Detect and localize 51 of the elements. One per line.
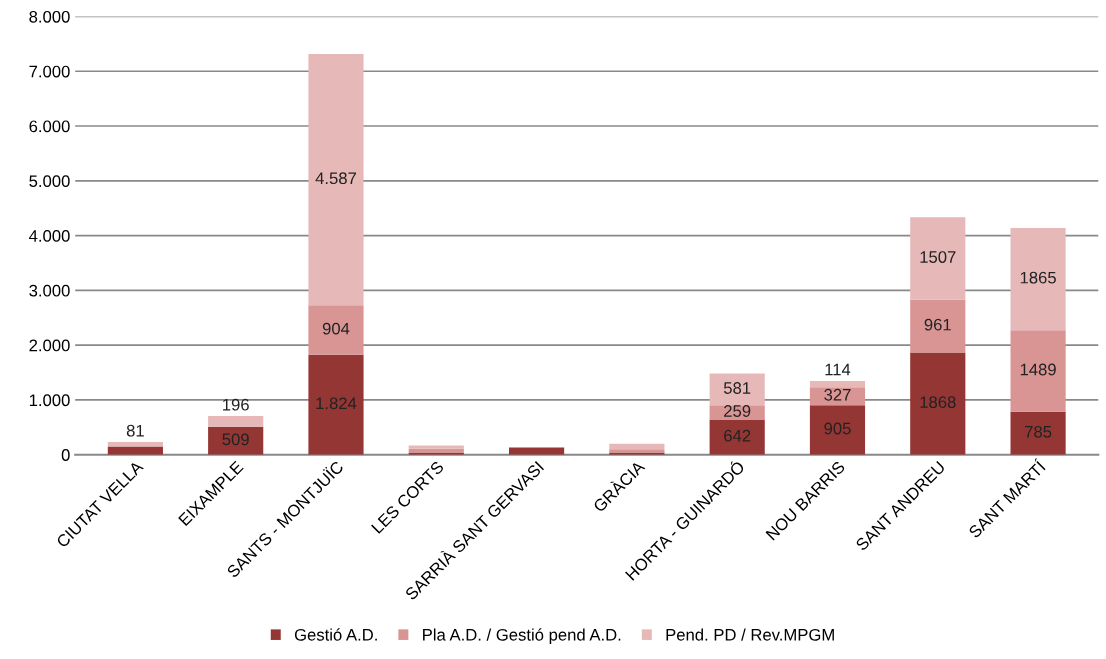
bar <box>208 416 264 427</box>
data-label: 904 <box>322 322 350 335</box>
bar <box>107 446 163 455</box>
bar <box>1010 330 1066 412</box>
data-label: 327 <box>824 388 851 401</box>
legend-label: Gestió A.D. <box>294 628 377 641</box>
data-label: 961 <box>924 318 951 331</box>
bar <box>308 54 364 306</box>
y-tick-label: 0 <box>61 449 70 461</box>
y-tick-label: 2.000 <box>29 339 70 352</box>
legend-label: Pend. PD / Rev.MPGM <box>666 628 834 641</box>
data-label: 259 <box>724 405 751 417</box>
data-label: 1.824 <box>316 397 357 410</box>
data-label: 509 <box>222 433 249 446</box>
data-label: 1489 <box>1020 363 1056 376</box>
bar <box>609 443 665 450</box>
y-tick-label: 5.000 <box>29 175 70 188</box>
y-tick-label: 8.000 <box>29 10 70 23</box>
bar <box>910 299 966 353</box>
y-tick-label: 3.000 <box>29 284 70 297</box>
bar <box>910 352 966 455</box>
bar <box>408 445 464 449</box>
data-label: 1868 <box>920 396 956 409</box>
data-label: 905 <box>824 422 851 435</box>
y-tick-label: 4.000 <box>29 229 70 242</box>
bar <box>1010 227 1066 331</box>
data-label: 1865 <box>1020 271 1056 284</box>
data-label: 114 <box>825 363 851 376</box>
data-label: 642 <box>724 429 751 442</box>
data-label: 196 <box>223 398 249 411</box>
bar <box>1010 411 1066 455</box>
bar <box>809 387 866 406</box>
data-label: 581 <box>723 382 751 394</box>
bar <box>709 419 765 455</box>
bar <box>107 442 163 447</box>
bar <box>308 354 364 455</box>
data-label: 4.587 <box>315 172 356 185</box>
bar <box>709 373 765 406</box>
bar <box>308 305 364 355</box>
bar <box>709 405 765 420</box>
y-tick-label: 6.000 <box>29 120 70 133</box>
bar <box>910 217 966 300</box>
y-tick-label: 7.000 <box>29 65 70 78</box>
data-label: 1507 <box>920 251 956 263</box>
data-label: 785 <box>1025 425 1052 438</box>
y-tick-label: 1.000 <box>29 394 70 407</box>
legend-label: Pla A.D. / Gestió pend A.D. <box>423 628 621 644</box>
bar <box>809 380 866 388</box>
bar <box>809 405 866 455</box>
bar <box>408 448 464 453</box>
data-label: 81 <box>126 424 144 437</box>
